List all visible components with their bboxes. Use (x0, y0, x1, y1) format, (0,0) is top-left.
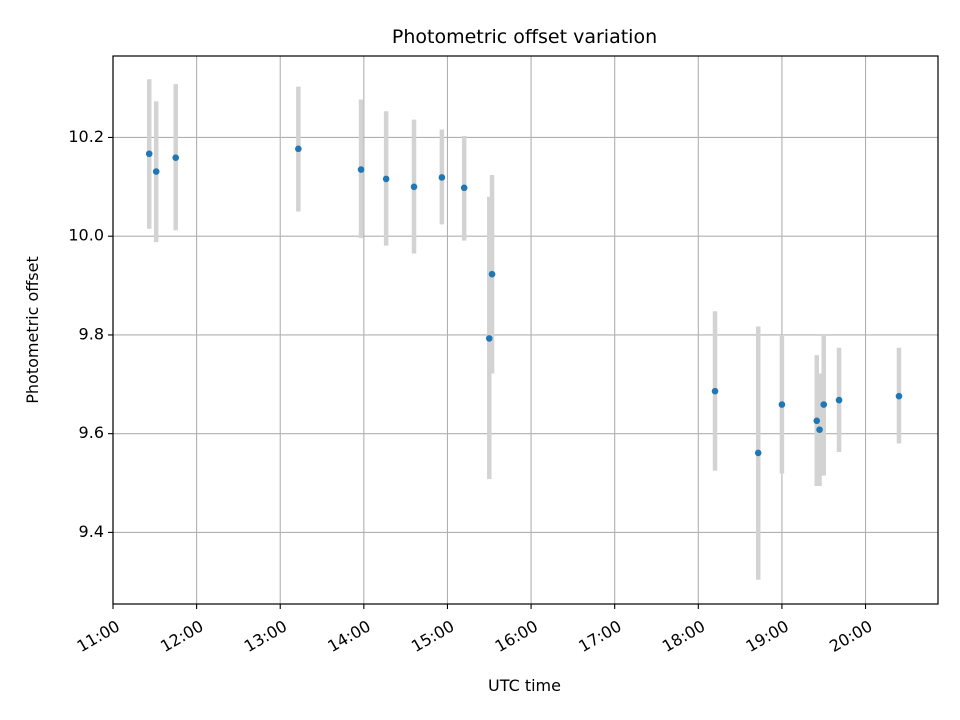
grid-lines (112, 56, 938, 604)
data-point (820, 401, 828, 408)
data-point (778, 401, 786, 408)
data-point (410, 183, 418, 191)
data-point (152, 168, 160, 175)
y-tick-label: 9.6 (79, 423, 104, 442)
data-point (172, 154, 180, 162)
x-axis-title: UTC time (488, 676, 561, 695)
data-point (816, 426, 823, 434)
data-points (145, 145, 903, 457)
plot-area (113, 56, 938, 604)
data-point (711, 387, 719, 395)
y-axis-title: Photometric offset (23, 256, 42, 404)
data-point (438, 174, 446, 181)
data-point (145, 150, 153, 158)
y-tick-label: 9.4 (79, 522, 104, 541)
y-axis-ticks: 9.4 9.6 9.8 10.0 10.2 (68, 127, 113, 541)
data-point (813, 417, 821, 425)
data-point (895, 392, 903, 400)
y-tick-label: 10.2 (68, 127, 104, 146)
data-point (754, 449, 762, 457)
data-point (295, 145, 302, 153)
data-point (485, 335, 493, 342)
data-point (382, 175, 390, 183)
y-tick-label: 10.0 (68, 226, 104, 245)
chart-title: Photometric offset variation (392, 26, 657, 48)
data-point (835, 396, 843, 404)
plot-frame (112, 55, 939, 605)
data-point (488, 270, 496, 278)
data-point (460, 184, 468, 192)
y-tick-label: 9.8 (79, 324, 104, 343)
data-point (357, 166, 365, 173)
